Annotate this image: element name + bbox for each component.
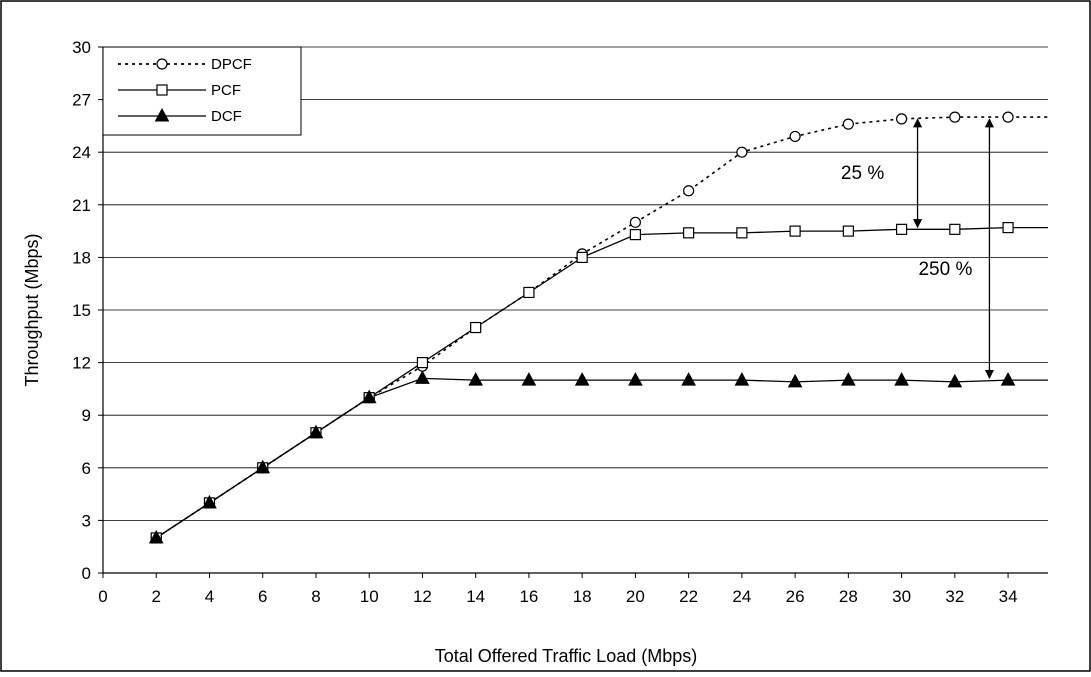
data-point-dcf [521,372,537,386]
annotation-label-1: 25 % [841,163,884,184]
x-tick-label: 34 [999,587,1018,606]
x-tick-label: 18 [573,587,592,606]
data-point-dcf [947,373,963,388]
annotations: 25 % 250 % [841,118,994,380]
data-point-dcf [308,424,324,439]
x-tick-label: 6 [258,587,267,606]
y-axis-title: Throughput (Mbps) [22,233,42,386]
data-point-pcf [416,357,429,369]
data-point-dcf [415,370,430,384]
data-point-dcf [468,372,484,386]
y-tick-label: 3 [82,511,91,530]
legend-label-dcf: DCF [211,108,242,125]
data-point-dcf [255,459,271,474]
y-tick-label: 0 [82,564,91,583]
legend: DPCF PCF DCF [102,46,302,136]
x-tick-label: 0 [98,587,107,606]
legend-label-dpcf: DPCF [211,56,252,73]
x-tick-label: 20 [626,587,645,606]
x-tick-label: 4 [205,587,214,606]
x-tick-label: 2 [152,587,161,606]
legend-marker-dpcf [156,58,168,70]
data-point-pcf [789,225,801,237]
x-tick-label: 32 [945,587,964,606]
data-point-pcf [736,227,748,239]
data-point-dpcf [842,118,854,130]
y-tick-label: 21 [72,196,91,215]
data-point-pcf [576,251,588,263]
data-point-pcf [470,321,482,334]
y-tick-label: 6 [82,459,91,478]
data-point-dcf [628,372,643,386]
data-point-dcf [894,372,909,386]
legend-marker-pcf [156,84,168,96]
data-point-pcf [629,229,641,241]
x-tick-label: 16 [519,587,538,606]
data-point-dpcf [949,111,961,123]
data-point-dpcf [895,113,908,125]
x-tick-label: 10 [360,587,379,606]
data-point-dcf [734,372,750,386]
series-layer [148,111,1048,544]
annotation-label-2: 250 % [918,259,972,280]
x-axis-title: Total Offered Traffic Load (Mbps) [435,646,697,666]
x-tick-label: 30 [892,587,911,606]
data-point-dpcf [683,185,695,197]
x-tick-label: 24 [732,587,751,606]
data-point-dcf [202,494,217,509]
y-tick-label: 15 [72,301,91,320]
x-tick-label: 14 [466,587,485,606]
data-point-dcf [148,529,164,544]
y-tick-label: 27 [72,91,91,110]
x-tick-label: 8 [311,587,320,606]
data-point-pcf [523,286,535,299]
data-point-dpcf [1002,111,1014,123]
x-tick-label: 12 [413,587,432,606]
data-point-dpcf [629,216,641,228]
data-point-pcf [949,223,961,235]
y-tick-label: 30 [72,38,91,57]
data-point-pcf [683,227,695,239]
data-point-dpcf [789,130,801,143]
x-tick-label: 22 [679,587,698,606]
data-point-dcf [1000,372,1016,386]
data-point-pcf [1002,221,1014,234]
series-line-dcf [155,377,1048,539]
x-tick-label: 26 [786,587,805,606]
y-tick-label: 9 [82,406,91,425]
y-tick-label: 18 [72,248,91,267]
y-tick-label: 12 [72,354,91,373]
data-point-dcf [574,372,590,386]
data-point-pcf [895,223,908,235]
x-tick-label: 28 [839,587,858,606]
data-point-dcf [681,372,696,386]
data-point-pcf [842,225,854,237]
data-point-dcf [361,389,377,404]
legend-label-pcf: PCF [211,82,241,99]
data-point-dcf [787,373,803,388]
y-tick-label: 24 [72,143,91,162]
data-point-dcf [841,372,856,386]
legend-box [102,46,302,136]
legend-marker-dcf [154,107,170,122]
data-point-dpcf [736,146,748,158]
